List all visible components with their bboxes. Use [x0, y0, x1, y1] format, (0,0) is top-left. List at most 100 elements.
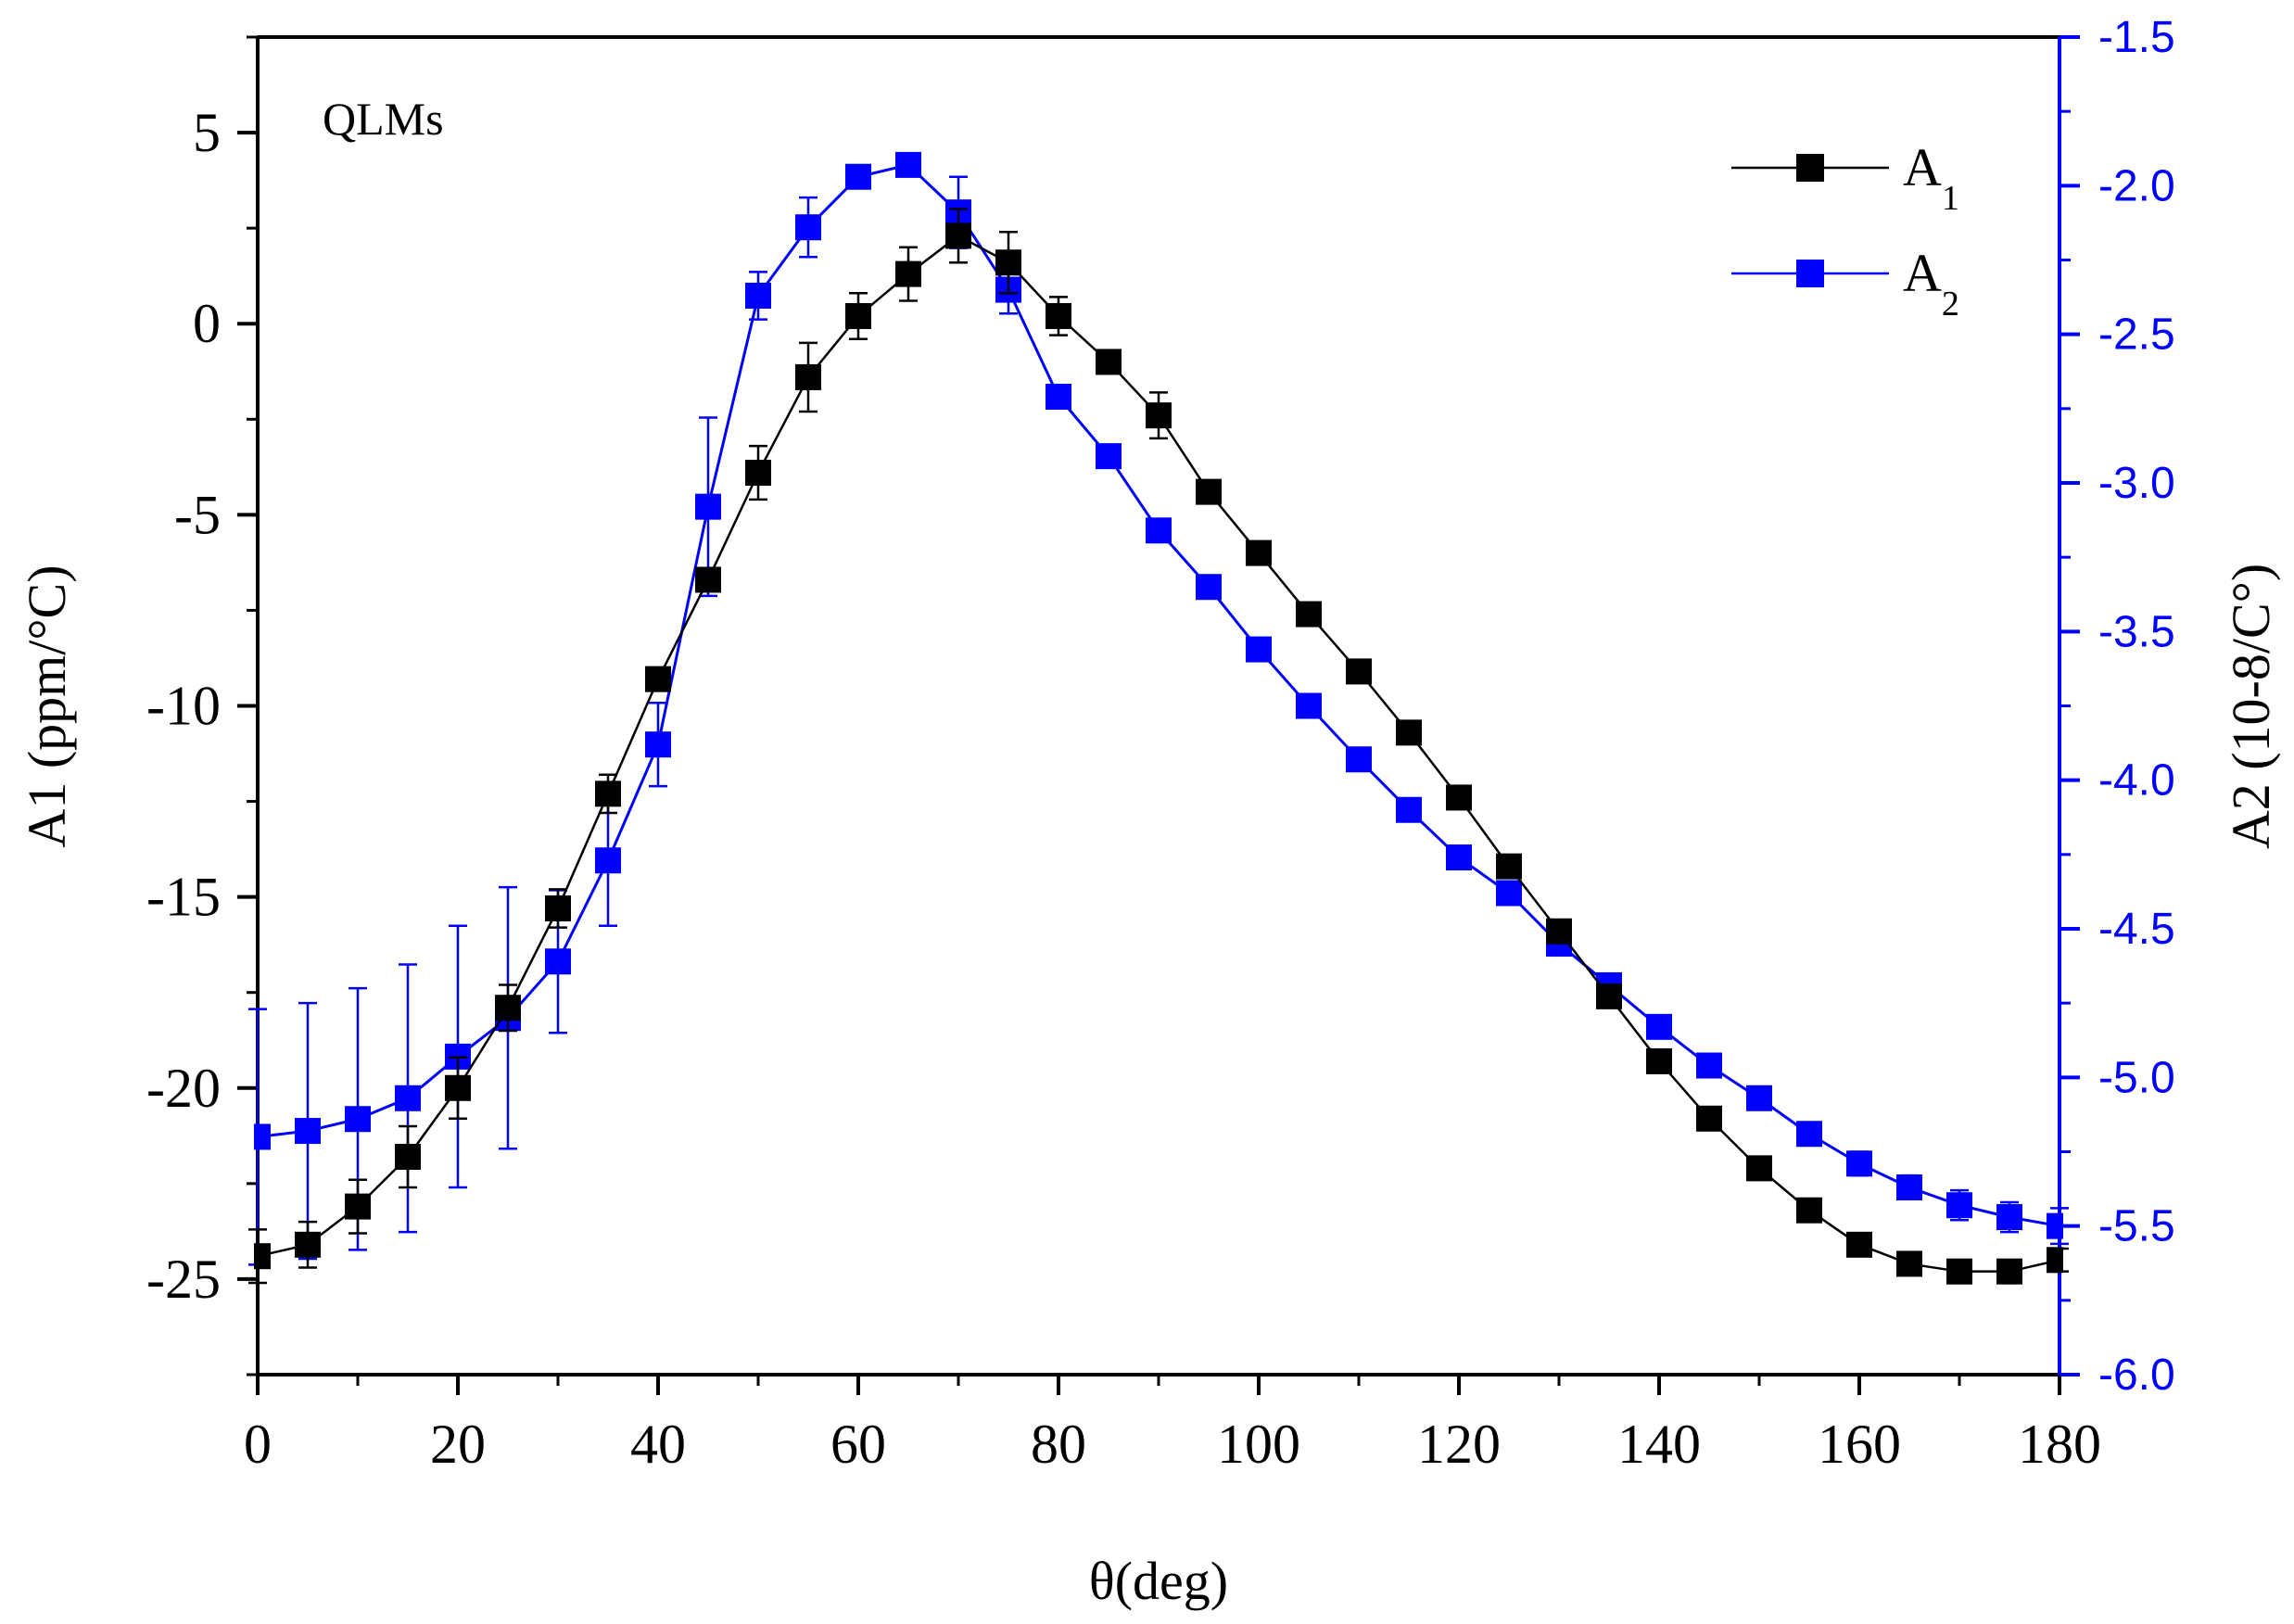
x-tick-label: 20 [430, 1414, 486, 1475]
data-point-a2 [254, 1123, 271, 1150]
data-point-a2 [1696, 1052, 1722, 1079]
right-y-axis-ticks: -1.5 -2.0 -2.5 -3.0 -3.5 -4.0 -4.5 -5.0 -5.5 -6.0 [2060, 13, 2175, 1400]
data-point-a1 [445, 1074, 471, 1101]
x-tick-label: 40 [630, 1414, 686, 1475]
data-point-a1 [795, 363, 821, 390]
x-tick-label: 160 [1818, 1414, 1901, 1475]
data-point-a1 [745, 460, 771, 487]
data-point-a2 [595, 847, 621, 874]
data-point-a2 [395, 1085, 421, 1111]
data-point-a1 [295, 1231, 321, 1258]
data-point-a2 [1246, 636, 1272, 663]
data-point-a1 [1396, 719, 1422, 746]
y-right-tick-label: -4.5 [2098, 905, 2175, 954]
data-point-a1 [645, 666, 671, 692]
y-left-tick-label: -25 [146, 1249, 221, 1310]
data-point-a1 [1946, 1258, 1972, 1285]
series-a1 [248, 208, 2069, 1285]
data-point-a2 [1996, 1204, 2022, 1231]
data-point-a1 [1346, 658, 1372, 685]
data-point-a1 [1896, 1250, 1922, 1277]
data-point-a1 [1496, 853, 1522, 880]
y-left-tick-label: -10 [146, 676, 221, 737]
legend: A1 A2 [1731, 137, 1959, 324]
data-point-a1 [545, 895, 571, 922]
x-tick-label: 140 [1617, 1414, 1701, 1475]
data-point-a2 [745, 282, 771, 309]
data-point-a1 [254, 1243, 271, 1270]
data-point-a1 [1846, 1231, 1872, 1258]
data-point-a1 [1996, 1258, 2022, 1285]
y-left-tick-label: -5 [174, 484, 221, 545]
data-point-a1 [395, 1143, 421, 1170]
x-tick-label: 180 [2018, 1414, 2101, 1475]
data-point-a2 [695, 493, 721, 520]
data-point-a2 [1096, 443, 1122, 470]
data-point-a2 [795, 214, 821, 241]
legend-marker-a1 [1796, 154, 1824, 182]
data-point-a1 [2047, 1247, 2063, 1274]
series-a2 [248, 151, 2069, 1266]
svg-text:A2: A2 [1903, 243, 1959, 324]
y-left-tick-label: -15 [146, 867, 221, 928]
y-right-tick-label: -3.0 [2098, 459, 2175, 508]
data-point-a2 [1946, 1192, 1972, 1219]
data-point-a2 [1196, 574, 1222, 601]
series-line-a1 [257, 234, 2060, 1273]
x-tick-label: 100 [1217, 1414, 1300, 1475]
data-point-a1 [945, 222, 971, 249]
data-point-a2 [1746, 1085, 1772, 1111]
data-point-a1 [1296, 601, 1322, 628]
data-point-a1 [595, 780, 621, 807]
data-point-a1 [345, 1193, 371, 1220]
data-point-a1 [1096, 349, 1122, 375]
annotation-label: QLMs [323, 93, 444, 145]
plot-frame [256, 35, 2061, 1377]
data-point-a2 [895, 151, 921, 178]
y-right-tick-label: -5.5 [2098, 1202, 2175, 1251]
data-point-a2 [1296, 692, 1322, 719]
data-point-a2 [1396, 796, 1422, 823]
data-point-a1 [1596, 983, 1622, 1009]
data-point-a1 [1046, 302, 1071, 329]
y-right-tick-label: -1.5 [2098, 13, 2175, 62]
data-point-a2 [845, 163, 871, 190]
x-axis-ticks: 0 20 40 60 80 100 120 140 160 180 [244, 1375, 2101, 1475]
data-point-a1 [995, 249, 1021, 276]
y-right-tick-label: -5.0 [2098, 1053, 2175, 1102]
y-left-tick-label: 0 [193, 293, 221, 354]
legend-subscript-a2: 2 [1942, 285, 1959, 324]
y-right-tick-label: -3.5 [2098, 607, 2175, 656]
data-point-a1 [895, 260, 921, 287]
data-point-a2 [1496, 880, 1522, 907]
svg-text:A1: A1 [1903, 137, 1959, 218]
y-right-tick-label: -4.0 [2098, 756, 2175, 806]
data-point-a1 [1546, 918, 1572, 945]
y-left-tick-label: 5 [193, 102, 221, 163]
data-point-a2 [345, 1106, 371, 1133]
left-y-axis-ticks: 5 0 -5 -10 -15 -20 -25 [146, 35, 258, 1377]
x-tick-label: 120 [1417, 1414, 1501, 1475]
legend-label-a1: A [1903, 137, 1942, 197]
data-point-a1 [1246, 539, 1272, 566]
data-point-a2 [1046, 384, 1071, 411]
data-point-a2 [1896, 1174, 1922, 1200]
y-right-axis-title: A2 (10-8/C°) [2221, 564, 2281, 849]
y-right-tick-label: -6.0 [2098, 1351, 2175, 1400]
data-point-a1 [1646, 1047, 1672, 1074]
x-tick-label: 80 [1031, 1414, 1086, 1475]
data-point-a1 [1196, 478, 1222, 505]
data-point-a1 [1446, 784, 1472, 811]
legend-label-a2: A [1903, 243, 1942, 303]
legend-item-a1: A1 [1731, 137, 1959, 218]
data-point-a1 [695, 566, 721, 593]
data-point-a1 [1796, 1197, 1822, 1224]
data-point-a2 [1846, 1150, 1872, 1177]
x-tick-label: 0 [244, 1414, 272, 1475]
legend-marker-a2 [1796, 260, 1824, 287]
y-right-tick-label: -2.0 [2098, 161, 2175, 210]
data-point-a2 [1446, 844, 1472, 871]
data-point-a2 [1346, 746, 1372, 773]
y-right-tick-label: -2.5 [2098, 311, 2175, 360]
